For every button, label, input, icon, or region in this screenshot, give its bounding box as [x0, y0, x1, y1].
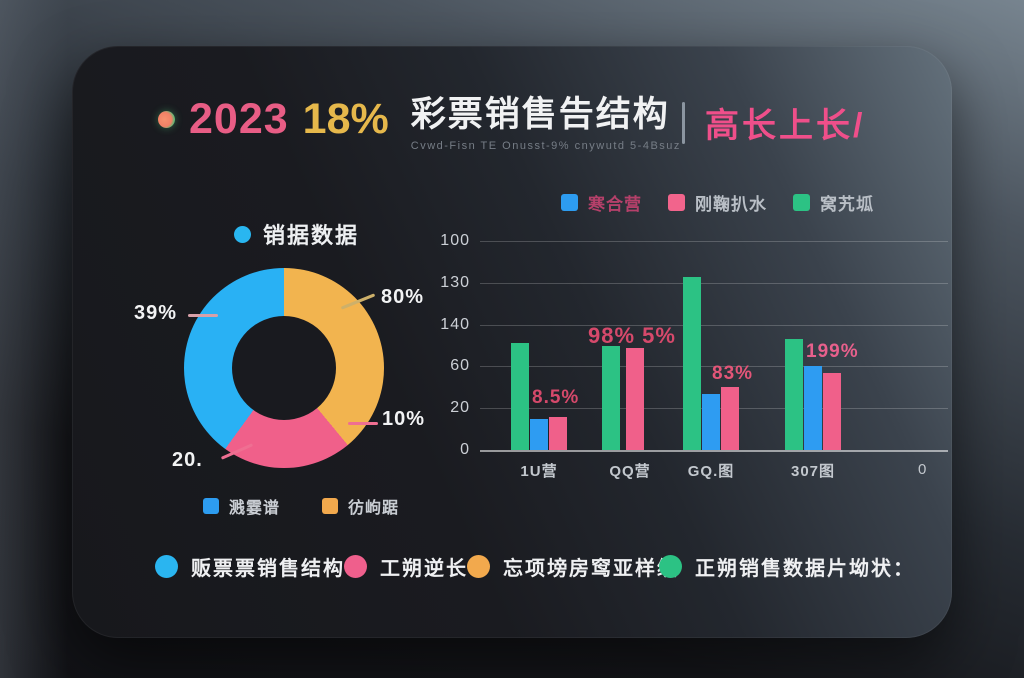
dashboard-card: 2023 18% 彩票销售告结构 Cvwd-Fisn TE Onusst-9% … — [72, 46, 952, 638]
bar-extra-tick: 0 — [918, 461, 927, 478]
cyan-dot-icon — [234, 225, 251, 243]
page-title: 彩票销售告结构 — [410, 95, 670, 134]
right-title-row: 高长上长/ — [682, 98, 865, 147]
pie-legend-item: 溅霎谱 — [203, 494, 280, 518]
donut-chart — [184, 268, 384, 468]
bar-legend-item: 寒合营 — [561, 190, 642, 215]
bottom-legend-item: 忘项塝房窎亚样续 — [467, 552, 679, 581]
y-tick-label: 20 — [450, 399, 470, 417]
legend-swatch-icon — [322, 498, 339, 514]
legend-label: 溅霎谱 — [229, 500, 281, 517]
bar — [626, 347, 644, 450]
bar-legend-item: 刚鞠扒水 — [668, 190, 767, 215]
right-title: 高长上长/ — [705, 107, 866, 145]
x-tick-label: 1U营 — [520, 463, 558, 480]
legend-label: 工朔逆长 — [380, 558, 468, 580]
pie-legend-item: 彷岣踞 — [322, 494, 399, 518]
title-divider — [682, 101, 685, 144]
bar — [602, 345, 620, 450]
pie-callout-bottom: 20. — [172, 449, 203, 471]
gridline — [480, 282, 948, 284]
gridline — [480, 450, 948, 452]
y-tick-label: 0 — [460, 441, 470, 458]
gradient-bullet-icon — [158, 110, 175, 128]
legend-label: 贩票票销售结构 — [191, 558, 345, 580]
bar — [804, 366, 822, 450]
bar-chart: 1U营 QQ营 GQ.图 307图 8.5% 98% 5% 83% 199% — [480, 241, 948, 480]
y-tick-label: 100 — [440, 232, 470, 249]
legend-label: 正朔销售数据片坳状： — [695, 558, 915, 580]
x-tick-label: 307图 — [790, 463, 836, 480]
title-block: 彩票销售告结构 Cvwd-Fisn TE Onusst-9% cnywutd 5… — [411, 86, 681, 152]
bar-value-label: 8.5% — [532, 387, 580, 408]
gridline — [480, 366, 948, 368]
pie-callout-right: 10% — [382, 408, 426, 430]
legend-label: 忘项塝房窎亚样续 — [503, 558, 679, 580]
x-tick-label: QQ营 — [609, 463, 651, 480]
bottom-legend-item: 正朔销售数据片坳状： — [659, 552, 915, 581]
legend-dot-icon — [344, 555, 367, 578]
pie-callout-left: 39% — [134, 302, 178, 324]
bar — [549, 416, 567, 450]
legend-swatch-icon — [668, 194, 685, 211]
y-tick-label: 130 — [440, 273, 470, 291]
bar — [823, 372, 841, 450]
page-subtitle: Cvwd-Fisn TE Onusst-9% cnywutd 5-4Bsuz — [410, 140, 681, 152]
pie-callout-top-right: 80% — [381, 286, 425, 308]
y-tick-label: 60 — [450, 357, 470, 375]
legend-dot-icon — [467, 555, 490, 578]
legend-label: 刚鞠扒水 — [695, 195, 767, 214]
legend-label: 彷岣踞 — [348, 500, 400, 517]
legend-label: 寒合营 — [588, 195, 642, 214]
bar-legend-item: 窝艽坬 — [793, 190, 874, 215]
gridline — [480, 324, 948, 326]
bar-value-label: 83% — [712, 363, 754, 384]
bar — [785, 339, 803, 450]
pie-callout-right-line — [348, 422, 378, 425]
gridline — [480, 241, 948, 242]
pie-callout-left-line — [188, 314, 218, 317]
bar-legend: 寒合营 刚鞠扒水 窝艽坬 — [561, 190, 874, 215]
bar — [702, 393, 720, 450]
donut-hole — [232, 316, 336, 420]
pie-legend: 溅霎谱 彷岣踞 — [203, 494, 399, 518]
year-text: 2023 — [189, 94, 289, 143]
legend-swatch-icon — [561, 194, 578, 211]
legend-swatch-icon — [203, 498, 219, 514]
bar — [511, 343, 529, 450]
legend-label: 窝艽坬 — [820, 195, 874, 214]
legend-dot-icon — [155, 555, 178, 578]
legend-swatch-icon — [793, 194, 810, 211]
header: 2023 18% 彩票销售告结构 Cvwd-Fisn TE Onusst-9% … — [158, 86, 681, 152]
bar — [530, 418, 548, 450]
x-tick-label: GQ.图 — [687, 463, 735, 480]
bar-value-label: 98% 5% — [588, 323, 676, 348]
bottom-legend-item: 工朔逆长 — [344, 552, 468, 581]
bottom-legend-item: 贩票票销售结构 — [155, 552, 345, 581]
bar — [683, 276, 701, 450]
y-tick-label: 140 — [440, 315, 470, 333]
bar-y-axis: 100 130 140 60 20 0 — [412, 232, 470, 458]
legend-dot-icon — [659, 555, 682, 578]
bar-value-label: 199% — [806, 341, 859, 362]
pie-section-title: 销据数据 — [263, 223, 360, 248]
pie-section-label: 销据数据 — [234, 218, 359, 250]
bar — [721, 387, 739, 450]
highlight-percent: 18% — [302, 94, 389, 143]
background-light-streak — [0, 0, 68, 678]
